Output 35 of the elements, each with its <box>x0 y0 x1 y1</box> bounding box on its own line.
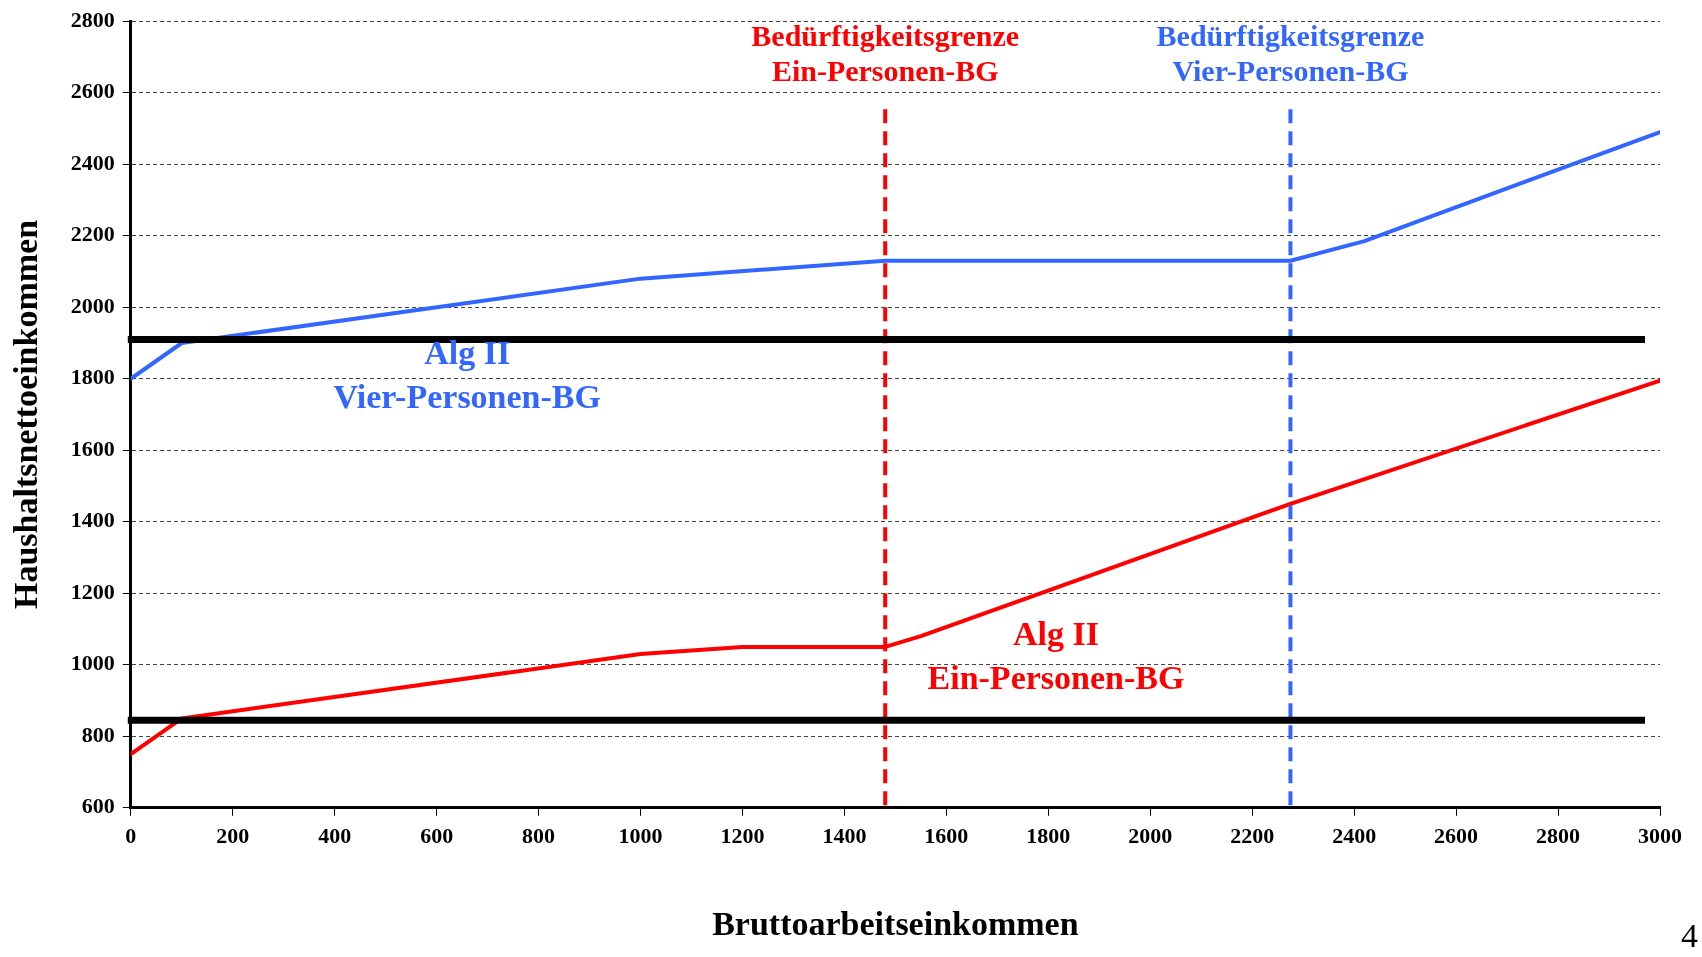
ref-line-label: Bedürftigkeitsgrenze Vier-Personen-BG <box>1156 18 1425 87</box>
y-tick-label: 1800 <box>70 364 115 390</box>
y-tick-label: 2200 <box>70 221 115 247</box>
annotation: Alg II Vier-Personen-BG <box>333 334 601 416</box>
x-tick-label: 1000 <box>618 822 663 848</box>
y-axis-title: Haushaltsnettoeinkommen <box>7 219 45 610</box>
x-tick-label: 800 <box>522 822 556 848</box>
x-tick-label: 400 <box>318 822 352 848</box>
x-tick-label: 2200 <box>1230 822 1275 848</box>
y-tick-label: 1400 <box>70 507 115 533</box>
x-tick-label: 2600 <box>1434 822 1479 848</box>
x-tick-label: 1400 <box>822 822 867 848</box>
x-tick-label: 1800 <box>1026 822 1071 848</box>
x-tick-label: 0 <box>125 822 137 848</box>
y-tick-label: 800 <box>81 721 115 747</box>
x-tick-label: 2800 <box>1536 822 1581 848</box>
x-tick-label: 2000 <box>1128 822 1173 848</box>
y-tick-label: 1000 <box>70 650 115 676</box>
x-tick-label: 2400 <box>1332 822 1377 848</box>
ref-line-label: Bedürftigkeitsgrenze Ein-Personen-BG <box>751 18 1020 87</box>
y-tick-label: 2600 <box>70 78 115 104</box>
x-tick-label: 200 <box>216 822 250 848</box>
y-tick-label: 2800 <box>70 6 115 32</box>
annotation: Alg II Ein-Personen-BG <box>927 615 1185 697</box>
y-tick-label: 2400 <box>70 149 115 175</box>
x-tick-label: 1200 <box>720 822 765 848</box>
y-tick-label: 1600 <box>70 435 115 461</box>
y-tick-label: 1200 <box>70 578 115 604</box>
x-tick-label: 1600 <box>924 822 969 848</box>
y-tick-label: 2000 <box>70 292 115 318</box>
x-axis-title: Bruttoarbeitseinkommen <box>712 905 1079 943</box>
x-tick-label: 3000 <box>1638 822 1682 848</box>
text: 4 <box>1681 916 1698 954</box>
y-tick-label: 600 <box>81 793 115 819</box>
x-tick-label: 600 <box>420 822 454 848</box>
